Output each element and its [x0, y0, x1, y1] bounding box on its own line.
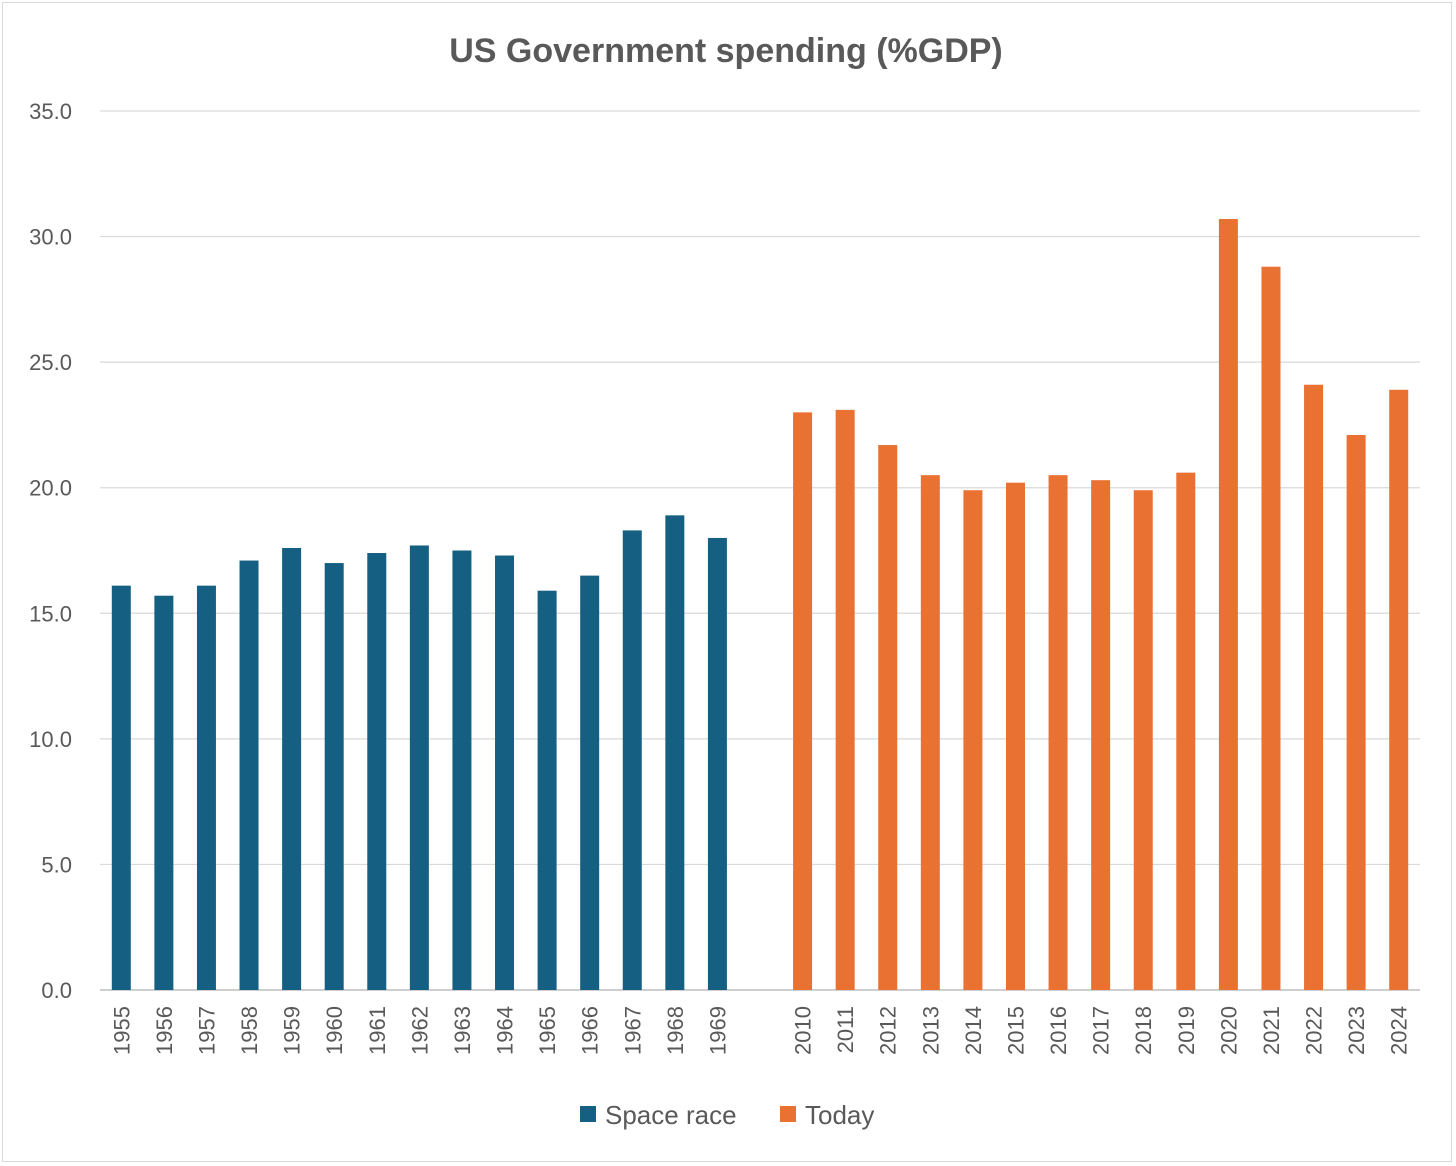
bar-1962	[409, 545, 429, 990]
bar-2020	[1218, 218, 1238, 990]
x-tick-label: 2023	[1344, 1006, 1369, 1055]
x-tick-label: 2024	[1387, 1006, 1412, 1055]
bar-1961	[367, 553, 387, 990]
x-tick-label: 2011	[833, 1006, 858, 1053]
x-tick-label: 2019	[1174, 1006, 1199, 1055]
x-tick-label: 1968	[663, 1006, 688, 1055]
bar-1968	[665, 515, 685, 990]
x-tick-label: 1960	[322, 1006, 347, 1055]
x-tick-label: 2014	[961, 1006, 986, 1055]
legend: Space race Today	[580, 1100, 874, 1130]
bar-2024	[1389, 389, 1409, 991]
x-tick-label: 2022	[1302, 1006, 1327, 1055]
x-tick-label: 1967	[620, 1006, 645, 1055]
x-tick-label: 2020	[1216, 1006, 1241, 1055]
bar-2022	[1304, 384, 1324, 990]
y-tick-label: 20.0	[29, 476, 72, 501]
bar-2015	[1005, 482, 1025, 990]
y-tick-label: 25.0	[29, 350, 72, 375]
x-tick-label: 1961	[365, 1006, 390, 1055]
x-tick-label: 2016	[1046, 1006, 1071, 1055]
bar-1964	[495, 555, 515, 990]
bar-1958	[239, 560, 259, 990]
bar-1956	[154, 595, 174, 990]
y-tick-label: 15.0	[29, 601, 72, 626]
x-tick-label: 2013	[918, 1006, 943, 1055]
x-tick-label: 1957	[194, 1006, 219, 1055]
bar-2014	[963, 490, 983, 990]
bar-2013	[920, 475, 940, 991]
y-tick-label: 30.0	[29, 225, 72, 250]
bar-1965	[537, 590, 557, 990]
bar-1967	[622, 530, 642, 990]
x-tick-label: 1964	[493, 1006, 518, 1055]
x-tick-label: 1966	[578, 1006, 603, 1055]
legend-swatch-1	[780, 1106, 796, 1122]
x-tick-label: 2017	[1089, 1006, 1114, 1055]
legend-label: Space race	[605, 1100, 737, 1130]
bar-1960	[324, 563, 344, 990]
bar-1963	[452, 550, 472, 990]
x-tick-label: 2010	[791, 1006, 816, 1055]
bar-2011	[835, 409, 855, 990]
x-tick-label: 1962	[407, 1006, 432, 1055]
chart-title: US Government spending (%GDP)	[449, 32, 1003, 70]
y-tick-label: 10.0	[29, 727, 72, 752]
bar-1969	[707, 537, 727, 990]
bar-2021	[1261, 266, 1281, 990]
x-tick-label: 1956	[152, 1006, 177, 1055]
gridlines	[100, 110, 1420, 991]
x-axis: 1955 1956 1957 1958 1959 1960 1961 1962 1963 1964…	[109, 1006, 1411, 1055]
bar-1959	[282, 547, 302, 990]
x-tick-label: 1963	[450, 1006, 475, 1055]
legend-label: Today	[805, 1100, 874, 1130]
x-tick-label: 2021	[1259, 1006, 1284, 1055]
bar-2019	[1176, 472, 1196, 990]
bar-2016	[1048, 475, 1068, 991]
bar-1955	[111, 585, 131, 990]
bars	[111, 218, 1409, 991]
x-tick-label: 2015	[1003, 1006, 1028, 1055]
bar-1957	[196, 585, 216, 990]
y-tick-label: 5.0	[41, 852, 72, 877]
x-tick-label: 1965	[535, 1006, 560, 1055]
legend-swatch-0	[580, 1106, 596, 1122]
x-tick-label: 1955	[109, 1006, 134, 1055]
y-tick-label: 0.0	[41, 978, 72, 1003]
y-axis: 0.0 5.0 10.0 15.0 20.0 25.0 30.0 35.0	[29, 99, 72, 1003]
x-tick-label: 2018	[1131, 1006, 1156, 1055]
x-tick-label: 1959	[280, 1006, 305, 1055]
x-tick-label: 2012	[876, 1006, 901, 1055]
x-tick-label: 1958	[237, 1006, 262, 1055]
bar-2018	[1133, 490, 1153, 990]
bar-2017	[1091, 480, 1111, 990]
y-tick-label: 35.0	[29, 99, 72, 124]
bar-2012	[878, 445, 898, 990]
bar-2010	[793, 412, 813, 990]
bar-2023	[1346, 434, 1366, 991]
bar-1966	[580, 575, 600, 990]
x-tick-label: 1969	[705, 1006, 730, 1055]
